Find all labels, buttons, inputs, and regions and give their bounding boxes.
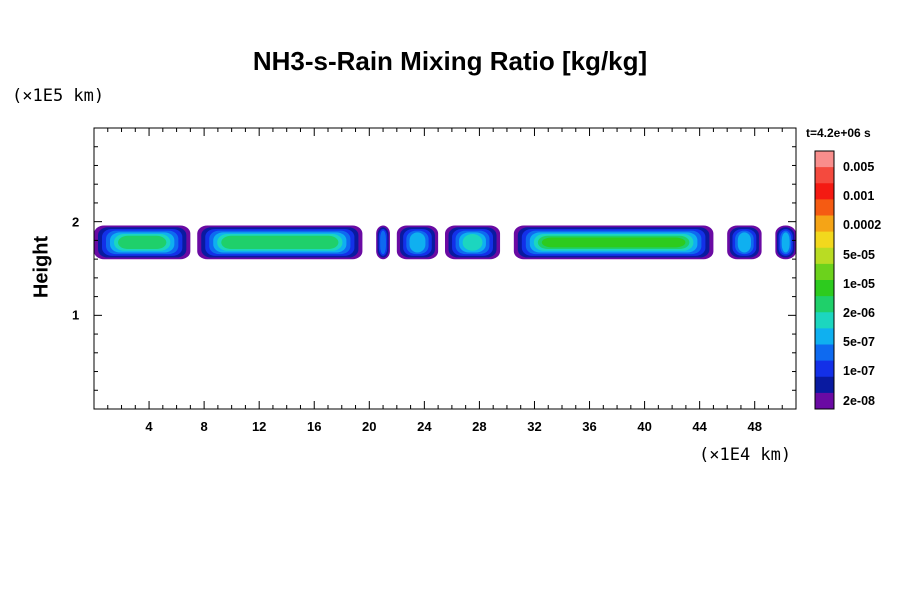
x-tick-label-8: 8 <box>200 419 208 434</box>
x-tick-label-48: 48 <box>747 419 762 434</box>
colorbar-swatch-3 <box>815 199 834 216</box>
rain-band-1-layer-6 <box>221 235 339 250</box>
colorbar-label-4: 1e-05 <box>843 277 875 291</box>
colorbar-frame <box>814 150 835 410</box>
x-tick-label-20: 20 <box>362 419 377 434</box>
colorbar-label-2: 0.0002 <box>843 218 882 232</box>
rain-band-5-layer-7 <box>541 237 686 248</box>
colorbar-swatch-6 <box>815 247 834 265</box>
x-tick-label-44: 44 <box>692 419 707 434</box>
colorbar-swatch-11 <box>815 328 834 345</box>
colorbar-swatch-14 <box>815 376 834 394</box>
colorbar-label-8: 2e-08 <box>843 394 875 408</box>
colorbar-swatch-4 <box>815 215 834 233</box>
x-tick-label-32: 32 <box>527 419 542 434</box>
colorbar-swatch-9 <box>815 296 834 313</box>
colorbar-swatch-13 <box>815 360 834 378</box>
rain-band-7-layer-4 <box>781 232 790 253</box>
colorbar-swatch-2 <box>815 183 834 200</box>
y-tick-label-1: 1 <box>72 307 80 323</box>
colorbar-label-7: 1e-07 <box>843 364 875 378</box>
colorbar-swatch-7 <box>815 263 834 281</box>
colorbar-label-3: 5e-05 <box>843 248 875 262</box>
time-label: t=4.2e+06 s <box>806 126 871 140</box>
colorbar-label-5: 2e-06 <box>843 306 875 320</box>
colorbar-label-0: 0.005 <box>843 160 875 174</box>
x-unit-label: (×1E4 km) <box>699 445 792 465</box>
colorbar-swatch-1 <box>815 167 834 184</box>
colorbar-swatch-10 <box>815 312 834 329</box>
rain-band-3-layer-4 <box>409 232 426 253</box>
colorbar-swatch-0 <box>815 151 834 168</box>
x-tick-label-12: 12 <box>251 419 267 434</box>
x-tick-label-28: 28 <box>472 419 487 434</box>
rain-band-2-layer-3 <box>380 230 386 255</box>
colorbar-label-6: 5e-07 <box>843 335 875 349</box>
colorbar-swatch-8 <box>815 280 834 297</box>
rain-band-6-layer-4 <box>737 232 751 253</box>
plot-frame <box>93 127 797 410</box>
colorbar-swatch-12 <box>815 344 834 362</box>
y-tick-label-2: 2 <box>72 214 80 230</box>
colorbar-label-1: 0.001 <box>843 189 875 203</box>
x-tick-label-40: 40 <box>637 419 652 434</box>
colorbar-swatch-15 <box>815 392 834 410</box>
y-unit-label: (×1E5 km) <box>12 86 105 106</box>
x-tick-label-4: 4 <box>145 419 153 434</box>
chart-title: NH3-s-Rain Mixing Ratio [kg/kg] <box>252 46 648 76</box>
x-tick-label-16: 16 <box>307 419 322 434</box>
rain-band-4-layer-5 <box>462 234 483 251</box>
x-tick-label-24: 24 <box>417 419 432 434</box>
colorbar-swatch-5 <box>815 231 834 249</box>
rain-band-0-layer-6 <box>118 235 167 250</box>
x-tick-label-36: 36 <box>582 419 597 434</box>
